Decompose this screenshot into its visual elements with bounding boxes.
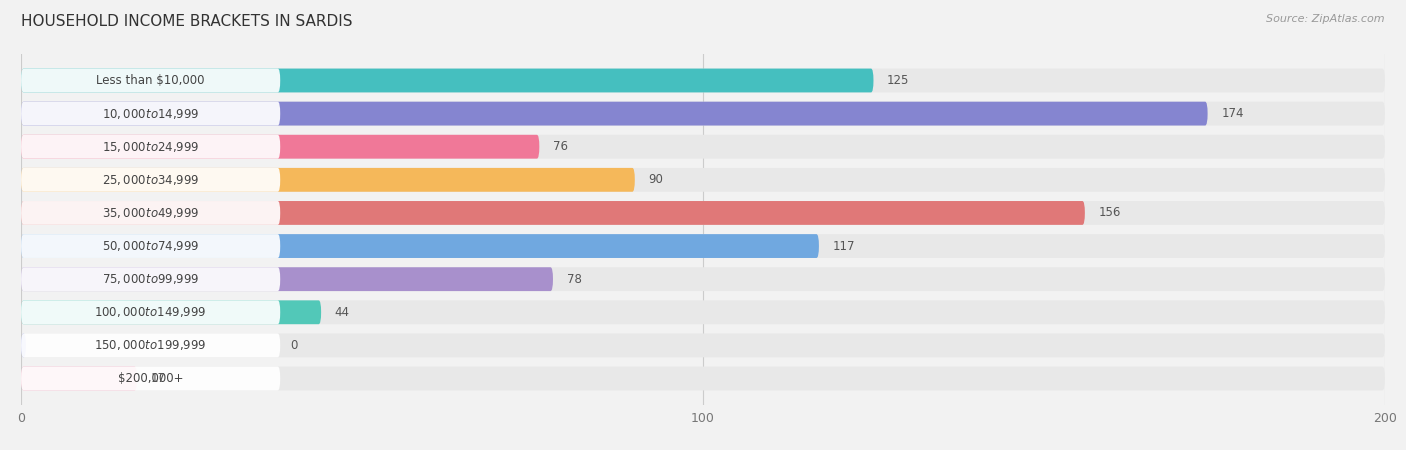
Text: 174: 174: [1222, 107, 1244, 120]
FancyBboxPatch shape: [21, 201, 280, 225]
Text: $15,000 to $24,999: $15,000 to $24,999: [101, 140, 200, 154]
FancyBboxPatch shape: [21, 68, 873, 92]
FancyBboxPatch shape: [21, 168, 636, 192]
Text: $10,000 to $14,999: $10,000 to $14,999: [101, 107, 200, 121]
Text: $75,000 to $99,999: $75,000 to $99,999: [101, 272, 200, 286]
Text: 117: 117: [832, 239, 855, 252]
Text: 44: 44: [335, 306, 350, 319]
FancyBboxPatch shape: [21, 201, 1085, 225]
Text: 156: 156: [1098, 207, 1121, 220]
Text: $50,000 to $74,999: $50,000 to $74,999: [101, 239, 200, 253]
Text: Less than $10,000: Less than $10,000: [97, 74, 205, 87]
FancyBboxPatch shape: [21, 68, 1385, 92]
FancyBboxPatch shape: [21, 234, 280, 258]
FancyBboxPatch shape: [21, 267, 1385, 291]
FancyBboxPatch shape: [21, 333, 25, 357]
Text: $150,000 to $199,999: $150,000 to $199,999: [94, 338, 207, 352]
FancyBboxPatch shape: [21, 267, 280, 291]
Text: 17: 17: [150, 372, 166, 385]
Text: 76: 76: [553, 140, 568, 153]
FancyBboxPatch shape: [21, 68, 280, 92]
Text: $35,000 to $49,999: $35,000 to $49,999: [101, 206, 200, 220]
FancyBboxPatch shape: [21, 168, 280, 192]
FancyBboxPatch shape: [21, 234, 818, 258]
Text: Source: ZipAtlas.com: Source: ZipAtlas.com: [1267, 14, 1385, 23]
FancyBboxPatch shape: [21, 135, 1385, 159]
Text: 0: 0: [291, 339, 298, 352]
FancyBboxPatch shape: [21, 168, 1385, 192]
Text: 125: 125: [887, 74, 910, 87]
FancyBboxPatch shape: [21, 135, 540, 159]
FancyBboxPatch shape: [21, 367, 280, 391]
FancyBboxPatch shape: [21, 300, 1385, 324]
FancyBboxPatch shape: [21, 102, 280, 126]
FancyBboxPatch shape: [21, 333, 1385, 357]
FancyBboxPatch shape: [21, 102, 1208, 126]
FancyBboxPatch shape: [21, 102, 1385, 126]
FancyBboxPatch shape: [21, 234, 1385, 258]
FancyBboxPatch shape: [21, 367, 136, 391]
FancyBboxPatch shape: [21, 267, 553, 291]
FancyBboxPatch shape: [21, 300, 321, 324]
FancyBboxPatch shape: [21, 300, 280, 324]
Text: $100,000 to $149,999: $100,000 to $149,999: [94, 305, 207, 320]
FancyBboxPatch shape: [21, 367, 1385, 391]
Text: $25,000 to $34,999: $25,000 to $34,999: [101, 173, 200, 187]
FancyBboxPatch shape: [21, 135, 280, 159]
FancyBboxPatch shape: [21, 201, 1385, 225]
Text: 78: 78: [567, 273, 582, 286]
Text: 90: 90: [648, 173, 664, 186]
Text: HOUSEHOLD INCOME BRACKETS IN SARDIS: HOUSEHOLD INCOME BRACKETS IN SARDIS: [21, 14, 353, 28]
FancyBboxPatch shape: [21, 333, 280, 357]
Text: $200,000+: $200,000+: [118, 372, 183, 385]
